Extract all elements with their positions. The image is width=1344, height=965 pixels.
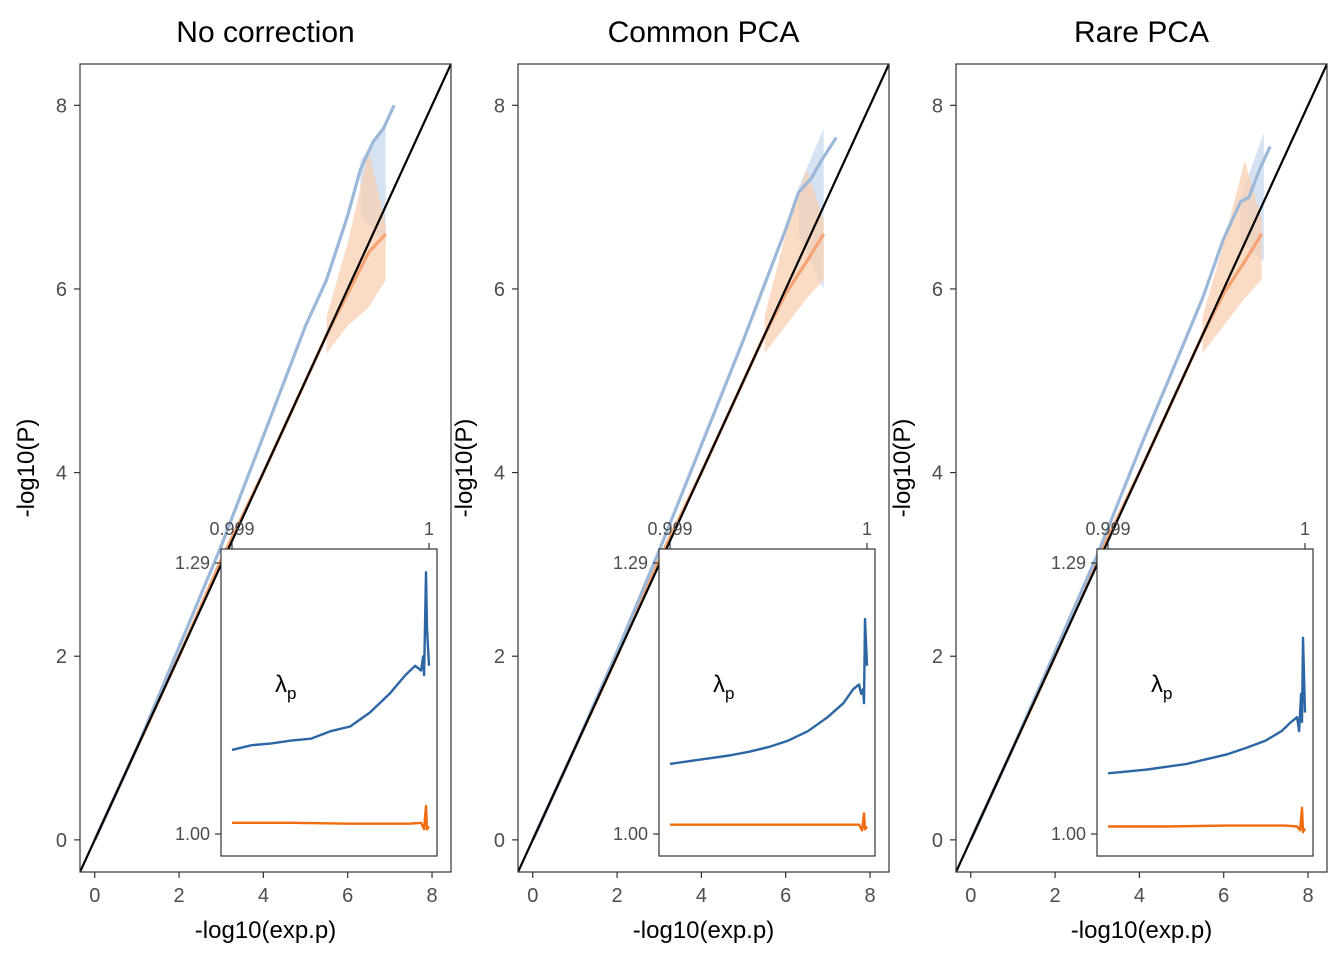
y-tick-label: 8 — [56, 95, 67, 117]
x-tick-label: 2 — [1050, 885, 1061, 907]
panel-3: 0 2 4 6 8 0 2 4 6 8 Rare PCA -log10(exp.p) -log10(P)… — [889, 16, 1328, 944]
y-tick-label: 4 — [932, 463, 943, 485]
panel-frame — [955, 63, 1328, 873]
y-tick-label: 2 — [494, 646, 505, 668]
x-tick-label: 8 — [864, 885, 875, 907]
plot-area — [518, 64, 889, 872]
x-tick-label: 2 — [174, 885, 185, 907]
lambda-subscript: p — [725, 684, 734, 703]
x-axis-title: -log10(exp.p) — [1071, 917, 1212, 944]
qq-series-1 — [93, 104, 396, 841]
inset-series-1 — [1107, 636, 1307, 775]
x-tick-label: 4 — [258, 885, 269, 907]
inset-x-tick-label: 1 — [862, 519, 872, 539]
identity-line — [956, 64, 1327, 872]
lambda-symbol: λ — [275, 671, 287, 698]
lambda-subscript: p — [1163, 684, 1172, 703]
x-tick-label: 6 — [780, 885, 791, 907]
inset-y-tick-label: 1.29 — [1051, 553, 1086, 573]
y-tick-label: 2 — [56, 646, 67, 668]
inset-x-tick-label: 0.999 — [1085, 519, 1130, 539]
lambda-subscript: p — [287, 684, 296, 703]
x-tick-label: 4 — [1134, 885, 1145, 907]
x-tick-label: 4 — [696, 885, 707, 907]
lambda-symbol: λ — [713, 671, 725, 698]
x-tick-label: 0 — [965, 885, 976, 907]
inset-x-tick-label: 1 — [424, 519, 434, 539]
inset-series-2 — [232, 804, 430, 831]
plot-area — [956, 64, 1327, 872]
inset-series-2 — [670, 812, 868, 832]
panel-1: 0 2 4 6 8 0 2 4 6 8 No correction -log10(exp.p) -log… — [13, 16, 452, 944]
y-axis-title: -log10(P) — [13, 419, 40, 518]
y-axis-title: -log10(P) — [889, 419, 916, 518]
x-axis-title: -log10(exp.p) — [195, 917, 336, 944]
qq-series-1 — [969, 145, 1272, 841]
x-tick-label: 0 — [527, 885, 538, 907]
lambda-symbol: λ — [1151, 671, 1163, 698]
panel-title: No correction — [176, 16, 354, 49]
inset-frame — [220, 548, 438, 857]
inset: 0.999 1 1.29 1.00 λp — [613, 519, 876, 857]
x-tick-label: 6 — [342, 885, 353, 907]
y-tick-label: 2 — [932, 646, 943, 668]
inset: 0.999 1 1.29 1.00 λp — [1051, 519, 1314, 857]
inset-x-tick-label: 0.999 — [647, 519, 692, 539]
inset-y-tick-label: 1.00 — [175, 824, 210, 844]
inset-y-tick-label: 1.00 — [1051, 824, 1086, 844]
inset-series-2 — [1108, 806, 1307, 834]
y-tick-label: 8 — [494, 95, 505, 117]
inset-x-tick-label: 0.999 — [209, 519, 254, 539]
lambda-label: λp — [275, 671, 296, 703]
y-axis-title: -log10(P) — [451, 419, 478, 518]
y-tick-label: 4 — [494, 463, 505, 485]
identity-line — [518, 64, 889, 872]
inset-series-1 — [231, 571, 431, 752]
y-tick-label: 4 — [56, 463, 67, 485]
panel-title: Rare PCA — [1074, 16, 1209, 49]
x-tick-label: 2 — [612, 885, 623, 907]
inset: 0.999 1 1.29 1.00 λp — [175, 519, 438, 857]
y-tick-label: 0 — [494, 830, 505, 852]
inset-frame — [1096, 548, 1314, 857]
inset-frame — [658, 548, 876, 857]
y-tick-label: 6 — [494, 279, 505, 301]
x-tick-label: 8 — [426, 885, 437, 907]
inset-y-tick-label: 1.29 — [175, 553, 210, 573]
identity-line — [80, 64, 451, 872]
lambda-label: λp — [1151, 671, 1172, 703]
panel-2: 0 2 4 6 8 0 2 4 6 8 Common PCA -log10(exp.p) -log10(… — [451, 16, 890, 944]
lambda-label: λp — [713, 671, 734, 703]
y-tick-label: 8 — [932, 95, 943, 117]
y-tick-label: 0 — [932, 830, 943, 852]
inset-y-tick-label: 1.00 — [613, 824, 648, 844]
y-tick-label: 0 — [56, 830, 67, 852]
x-axis-title: -log10(exp.p) — [633, 917, 774, 944]
y-tick-label: 6 — [932, 279, 943, 301]
x-tick-label: 0 — [89, 885, 100, 907]
panel-frame — [79, 63, 452, 873]
y-tick-label: 6 — [56, 279, 67, 301]
x-tick-label: 8 — [1302, 885, 1313, 907]
inset-series-1 — [669, 617, 869, 766]
inset-y-tick-label: 1.29 — [613, 553, 648, 573]
panel-title: Common PCA — [608, 16, 800, 49]
x-tick-label: 6 — [1218, 885, 1229, 907]
plot-area — [80, 64, 451, 872]
panel-frame — [517, 63, 890, 873]
qq-series-1 — [531, 136, 838, 841]
inset-x-tick-label: 1 — [1300, 519, 1310, 539]
